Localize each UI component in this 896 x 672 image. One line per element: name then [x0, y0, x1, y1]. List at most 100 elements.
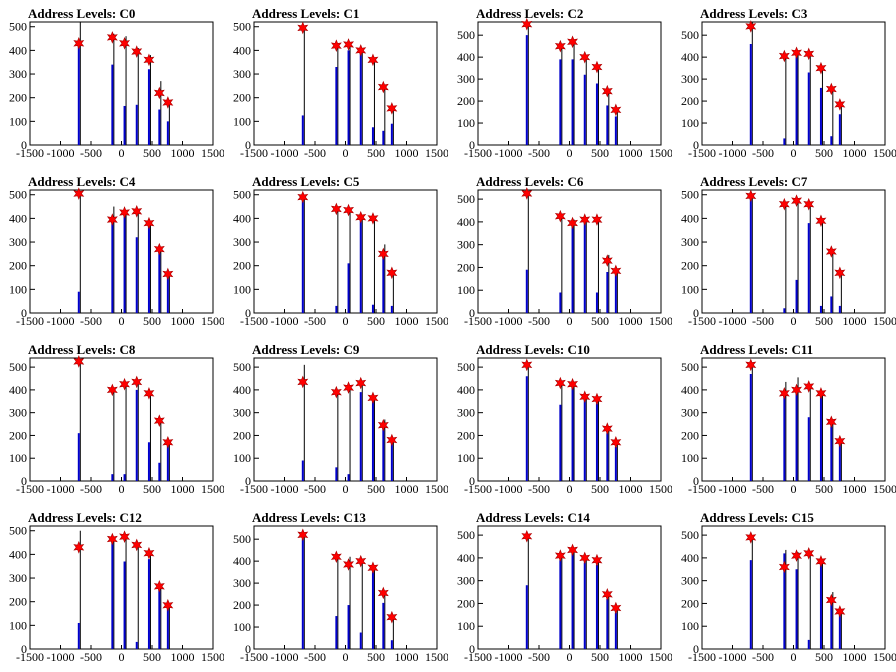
x-tick-label: 500 — [591, 314, 609, 328]
y-tick-label: 300 — [9, 235, 27, 249]
peak-marker — [297, 21, 309, 35]
x-tick-label: -1500 — [240, 314, 268, 328]
y-tick-label: 400 — [457, 383, 475, 397]
plot-frame — [477, 357, 662, 482]
panel-title: Address Levels: C15 — [700, 510, 814, 525]
plot-frame — [701, 357, 886, 482]
peak-marker — [610, 103, 622, 117]
peak-marker — [386, 266, 398, 280]
y-tick-label: 500 — [681, 28, 699, 42]
peak-marker — [521, 17, 533, 31]
x-tick-label: 500 — [143, 482, 161, 496]
x-tick-label: 1500 — [873, 650, 896, 664]
histogram-plot: 0 100 200 300 400 500 -1500 -1000 -500 0 500 1000 15… — [681, 357, 896, 496]
histogram-plot: 0 100 200 300 400 500 -1500 -1000 -500 0 500 1000 15… — [681, 525, 896, 664]
x-tick-label: 500 — [815, 650, 833, 664]
x-tick-label: -500 — [304, 650, 326, 664]
x-tick-label: -1000 — [271, 650, 299, 664]
y-tick-label: 400 — [457, 50, 475, 64]
panel-title: Address Levels: C13 — [252, 510, 366, 525]
x-tick-label: -500 — [528, 650, 550, 664]
peak-marker — [825, 593, 837, 607]
y-tick-label: 300 — [233, 406, 251, 420]
plot-frame — [29, 189, 214, 314]
plot-frame — [253, 21, 438, 146]
x-tick-label: 1000 — [395, 314, 419, 328]
peak-marker — [554, 376, 566, 390]
y-tick-label: 0 — [245, 306, 251, 320]
histogram-plot: 0 100 200 300 400 500 -1500 -1000 -500 0 500 1000 15… — [233, 20, 448, 160]
x-tick-label: -1500 — [240, 650, 268, 664]
x-tick-label: 0 — [567, 650, 573, 664]
peak-marker — [162, 598, 174, 612]
peak-marker — [601, 588, 613, 601]
y-tick-label: 400 — [233, 554, 251, 568]
peak-marker — [825, 415, 837, 429]
peak-marker — [601, 254, 613, 267]
y-tick-label: 300 — [233, 576, 251, 590]
y-tick-label: 100 — [233, 114, 251, 128]
x-tick-label: 1500 — [649, 146, 672, 160]
peak-marker — [386, 610, 398, 624]
y-tick-label: 500 — [233, 360, 251, 374]
x-tick-label: 1500 — [425, 146, 448, 160]
peak-marker — [367, 212, 379, 225]
histogram-panel: 0 100 200 300 400 500 -1500 -1000 -500 0 500 1000 15… — [672, 336, 896, 504]
y-tick-label: 100 — [681, 282, 699, 296]
x-tick-label: 1000 — [843, 314, 867, 328]
y-tick-label: 300 — [233, 67, 251, 81]
y-tick-label: 300 — [681, 406, 699, 420]
y-tick-label: 300 — [457, 72, 475, 86]
x-tick-label: 1000 — [171, 314, 195, 328]
x-tick-label: 0 — [343, 650, 349, 664]
histogram-plot: 0 100 200 300 400 500 -1500 -1000 -500 0 500 1000 15… — [457, 17, 672, 160]
peak-marker — [579, 390, 591, 404]
peak-marker — [153, 242, 165, 256]
panel-title: Address Levels: C10 — [476, 342, 590, 357]
peak-marker — [803, 197, 815, 211]
x-tick-label: 1000 — [619, 146, 643, 160]
peak-marker — [745, 531, 757, 544]
peak-marker — [143, 387, 155, 400]
peak-marker — [119, 206, 131, 219]
y-tick-label: 500 — [457, 28, 475, 42]
x-tick-label: -1000 — [47, 650, 75, 664]
x-tick-label: -1000 — [47, 482, 75, 496]
peak-marker — [131, 45, 143, 58]
peak-marker — [791, 549, 803, 562]
x-tick-label: 1500 — [201, 650, 224, 664]
y-tick-label: 400 — [681, 383, 699, 397]
y-tick-label: 200 — [233, 428, 251, 442]
peak-marker — [330, 550, 342, 564]
peak-marker — [153, 414, 165, 427]
histogram-panel: 0 100 200 300 400 500 -1500 -1000 -500 0 500 1000 15… — [224, 0, 448, 168]
y-tick-label: 400 — [233, 383, 251, 397]
peak-marker — [803, 547, 815, 560]
y-tick-label: 400 — [457, 215, 475, 229]
peak-marker — [297, 528, 309, 542]
y-tick-label: 500 — [457, 528, 475, 542]
x-tick-label: 0 — [343, 314, 349, 328]
peak-marker — [386, 102, 398, 115]
peak-marker — [815, 61, 827, 75]
plot-frame — [29, 357, 214, 482]
peak-marker — [601, 84, 613, 98]
x-tick-label: -500 — [80, 314, 102, 328]
x-tick-label: -1500 — [464, 146, 492, 160]
x-tick-label: -500 — [752, 146, 774, 160]
y-tick-label: 0 — [469, 642, 475, 656]
plot-frame — [477, 525, 662, 650]
peak-marker — [162, 435, 174, 449]
plot-frame — [701, 189, 886, 314]
y-tick-label: 0 — [469, 306, 475, 320]
peak-marker — [745, 358, 757, 372]
y-tick-label: 0 — [693, 138, 699, 152]
peak-marker — [377, 586, 389, 600]
peak-marker — [554, 39, 566, 53]
peak-marker — [143, 53, 155, 67]
histogram-plot: 0 100 200 300 400 500 -1500 -1000 -500 0 500 1000 15… — [457, 187, 672, 328]
y-tick-label: 300 — [9, 67, 27, 81]
x-tick-label: 1500 — [649, 482, 672, 496]
x-tick-label: 1500 — [425, 482, 448, 496]
peak-marker — [579, 213, 591, 226]
